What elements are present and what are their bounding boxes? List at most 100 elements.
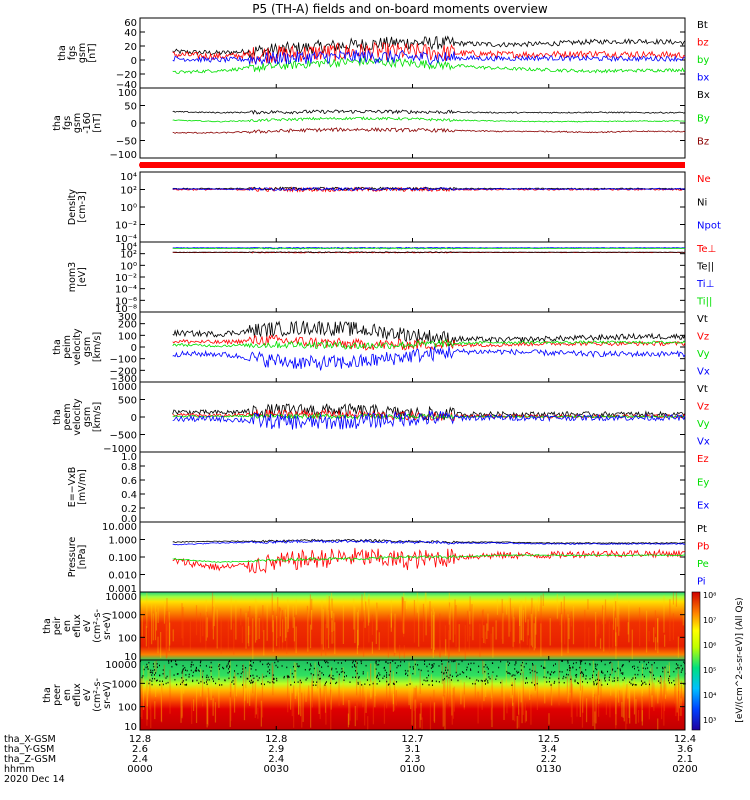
spectrogram-texture: [443, 679, 445, 698]
spectrogram-texture: [490, 707, 492, 720]
spectrogram-speckle: [531, 669, 533, 672]
spectrogram-texture: [292, 606, 294, 628]
spectrogram-speckle: [558, 681, 560, 684]
spectrogram-texture: [157, 636, 159, 654]
spectrogram-texture: [356, 612, 359, 655]
x-tick-label: 0130: [536, 764, 561, 775]
spectrogram-speckle: [480, 679, 482, 682]
spectrogram-speckle: [443, 678, 445, 680]
spectrogram-texture: [649, 668, 651, 688]
spectrogram-speckle: [673, 679, 675, 682]
spectrogram-speckle: [427, 670, 429, 672]
spectrogram-texture: [556, 593, 558, 619]
spectrogram-speckle: [521, 661, 523, 664]
spectrogram-texture: [677, 666, 679, 685]
spectrogram-speckle: [562, 677, 564, 680]
spectrogram-speckle: [148, 682, 150, 685]
spectrogram-speckle: [226, 666, 228, 668]
spectrogram-speckle: [267, 662, 269, 665]
spectrogram-texture: [298, 688, 300, 715]
y-tick-label: 300: [118, 312, 137, 323]
y-tick-label: 0.8: [121, 462, 137, 473]
spectrogram-texture: [564, 609, 566, 645]
spectrogram-speckle: [404, 669, 406, 672]
spectrogram-texture: [293, 662, 295, 681]
spectrogram-speckle: [498, 666, 500, 669]
spectrogram-speckle: [563, 681, 565, 684]
spectrogram-texture: [592, 660, 594, 698]
spectrogram-speckle: [352, 676, 354, 679]
spectrogram-texture: [271, 593, 273, 628]
spectrogram-speckle: [604, 678, 606, 680]
spectrogram-speckle: [296, 663, 298, 665]
spectrogram-speckle: [317, 674, 319, 676]
spectrogram-texture: [199, 668, 202, 697]
spectrogram-speckle: [332, 674, 334, 677]
spectrogram-speckle: [332, 678, 334, 680]
spectrogram-texture: [479, 623, 481, 657]
spectrogram-speckle: [215, 682, 217, 685]
spectrogram-speckle: [318, 664, 320, 667]
spectrogram-texture: [235, 676, 237, 697]
spectrogram-speckle: [354, 665, 356, 667]
spectrogram-speckle: [162, 683, 164, 686]
spectrogram-texture: [311, 673, 313, 708]
spectrogram-speckle: [208, 679, 210, 681]
spectrogram-speckle: [572, 666, 574, 669]
spectrogram-speckle: [565, 673, 567, 676]
spectrogram-speckle: [448, 676, 450, 679]
spectrogram-speckle: [297, 665, 299, 667]
panel-peer: 10000 1000 100 10 tha peer en eflux eV (cm²-s-sr-…: [42, 659, 686, 733]
spectrogram-texture: [525, 710, 527, 722]
spectrogram-speckle: [662, 670, 664, 673]
spectrogram-texture: [245, 612, 247, 649]
spectrogram-texture: [618, 605, 620, 636]
spectrogram-texture: [416, 592, 419, 613]
spectrogram-texture: [603, 609, 605, 652]
spectrogram-texture: [146, 680, 148, 720]
spectrogram-texture: [501, 598, 503, 640]
spectrogram-texture: [331, 620, 333, 644]
spectrogram-texture: [469, 596, 471, 637]
spectrogram-speckle: [378, 660, 380, 662]
spectrogram-texture: [353, 598, 355, 630]
x-row-label: tha_Y-GSM: [4, 744, 54, 755]
spectrogram-texture: [320, 628, 322, 656]
y-tick-label: 0.4: [121, 490, 137, 501]
legend-by: by: [697, 55, 709, 66]
spectrogram-speckle: [461, 660, 463, 663]
spectrogram-speckle: [582, 672, 584, 675]
spectrogram-speckle: [192, 680, 194, 683]
spectrogram-speckle: [484, 680, 486, 682]
y-axis-label: peer: [52, 684, 63, 706]
spectrogram-speckle: [316, 681, 318, 683]
spectrogram-speckle: [369, 684, 371, 686]
spectrogram-texture: [505, 662, 507, 687]
legend-pb: Pb: [697, 542, 709, 553]
spectrogram-speckle: [589, 663, 591, 666]
y-tick-label: 1.0: [121, 452, 137, 463]
spectrogram-texture: [529, 688, 531, 700]
spectrogram-speckle: [240, 672, 242, 675]
spectrogram-texture: [205, 615, 207, 651]
spectrogram-speckle: [550, 684, 552, 686]
spectrogram-texture: [677, 636, 679, 658]
spectrogram-texture: [486, 623, 488, 639]
spectrogram-speckle: [600, 660, 602, 663]
spectrogram-speckle: [218, 665, 220, 668]
y-axis-label: Density: [67, 189, 78, 225]
spectrogram-texture: [362, 621, 365, 657]
spectrogram-texture: [266, 604, 268, 641]
spectrogram-speckle: [520, 673, 522, 675]
spectrogram-speckle: [345, 675, 347, 677]
spectrogram-speckle: [525, 662, 527, 665]
y-tick-label: 0: [131, 119, 137, 130]
spectrogram-texture: [663, 595, 665, 633]
spectrogram-texture: [230, 596, 232, 630]
spectrogram-speckle: [509, 662, 511, 664]
spectrogram-texture: [318, 683, 320, 715]
spectrogram-texture: [260, 700, 262, 727]
spectrogram-texture: [372, 681, 374, 725]
spectrogram-speckle: [250, 679, 252, 682]
spectrogram-texture: [501, 679, 503, 697]
